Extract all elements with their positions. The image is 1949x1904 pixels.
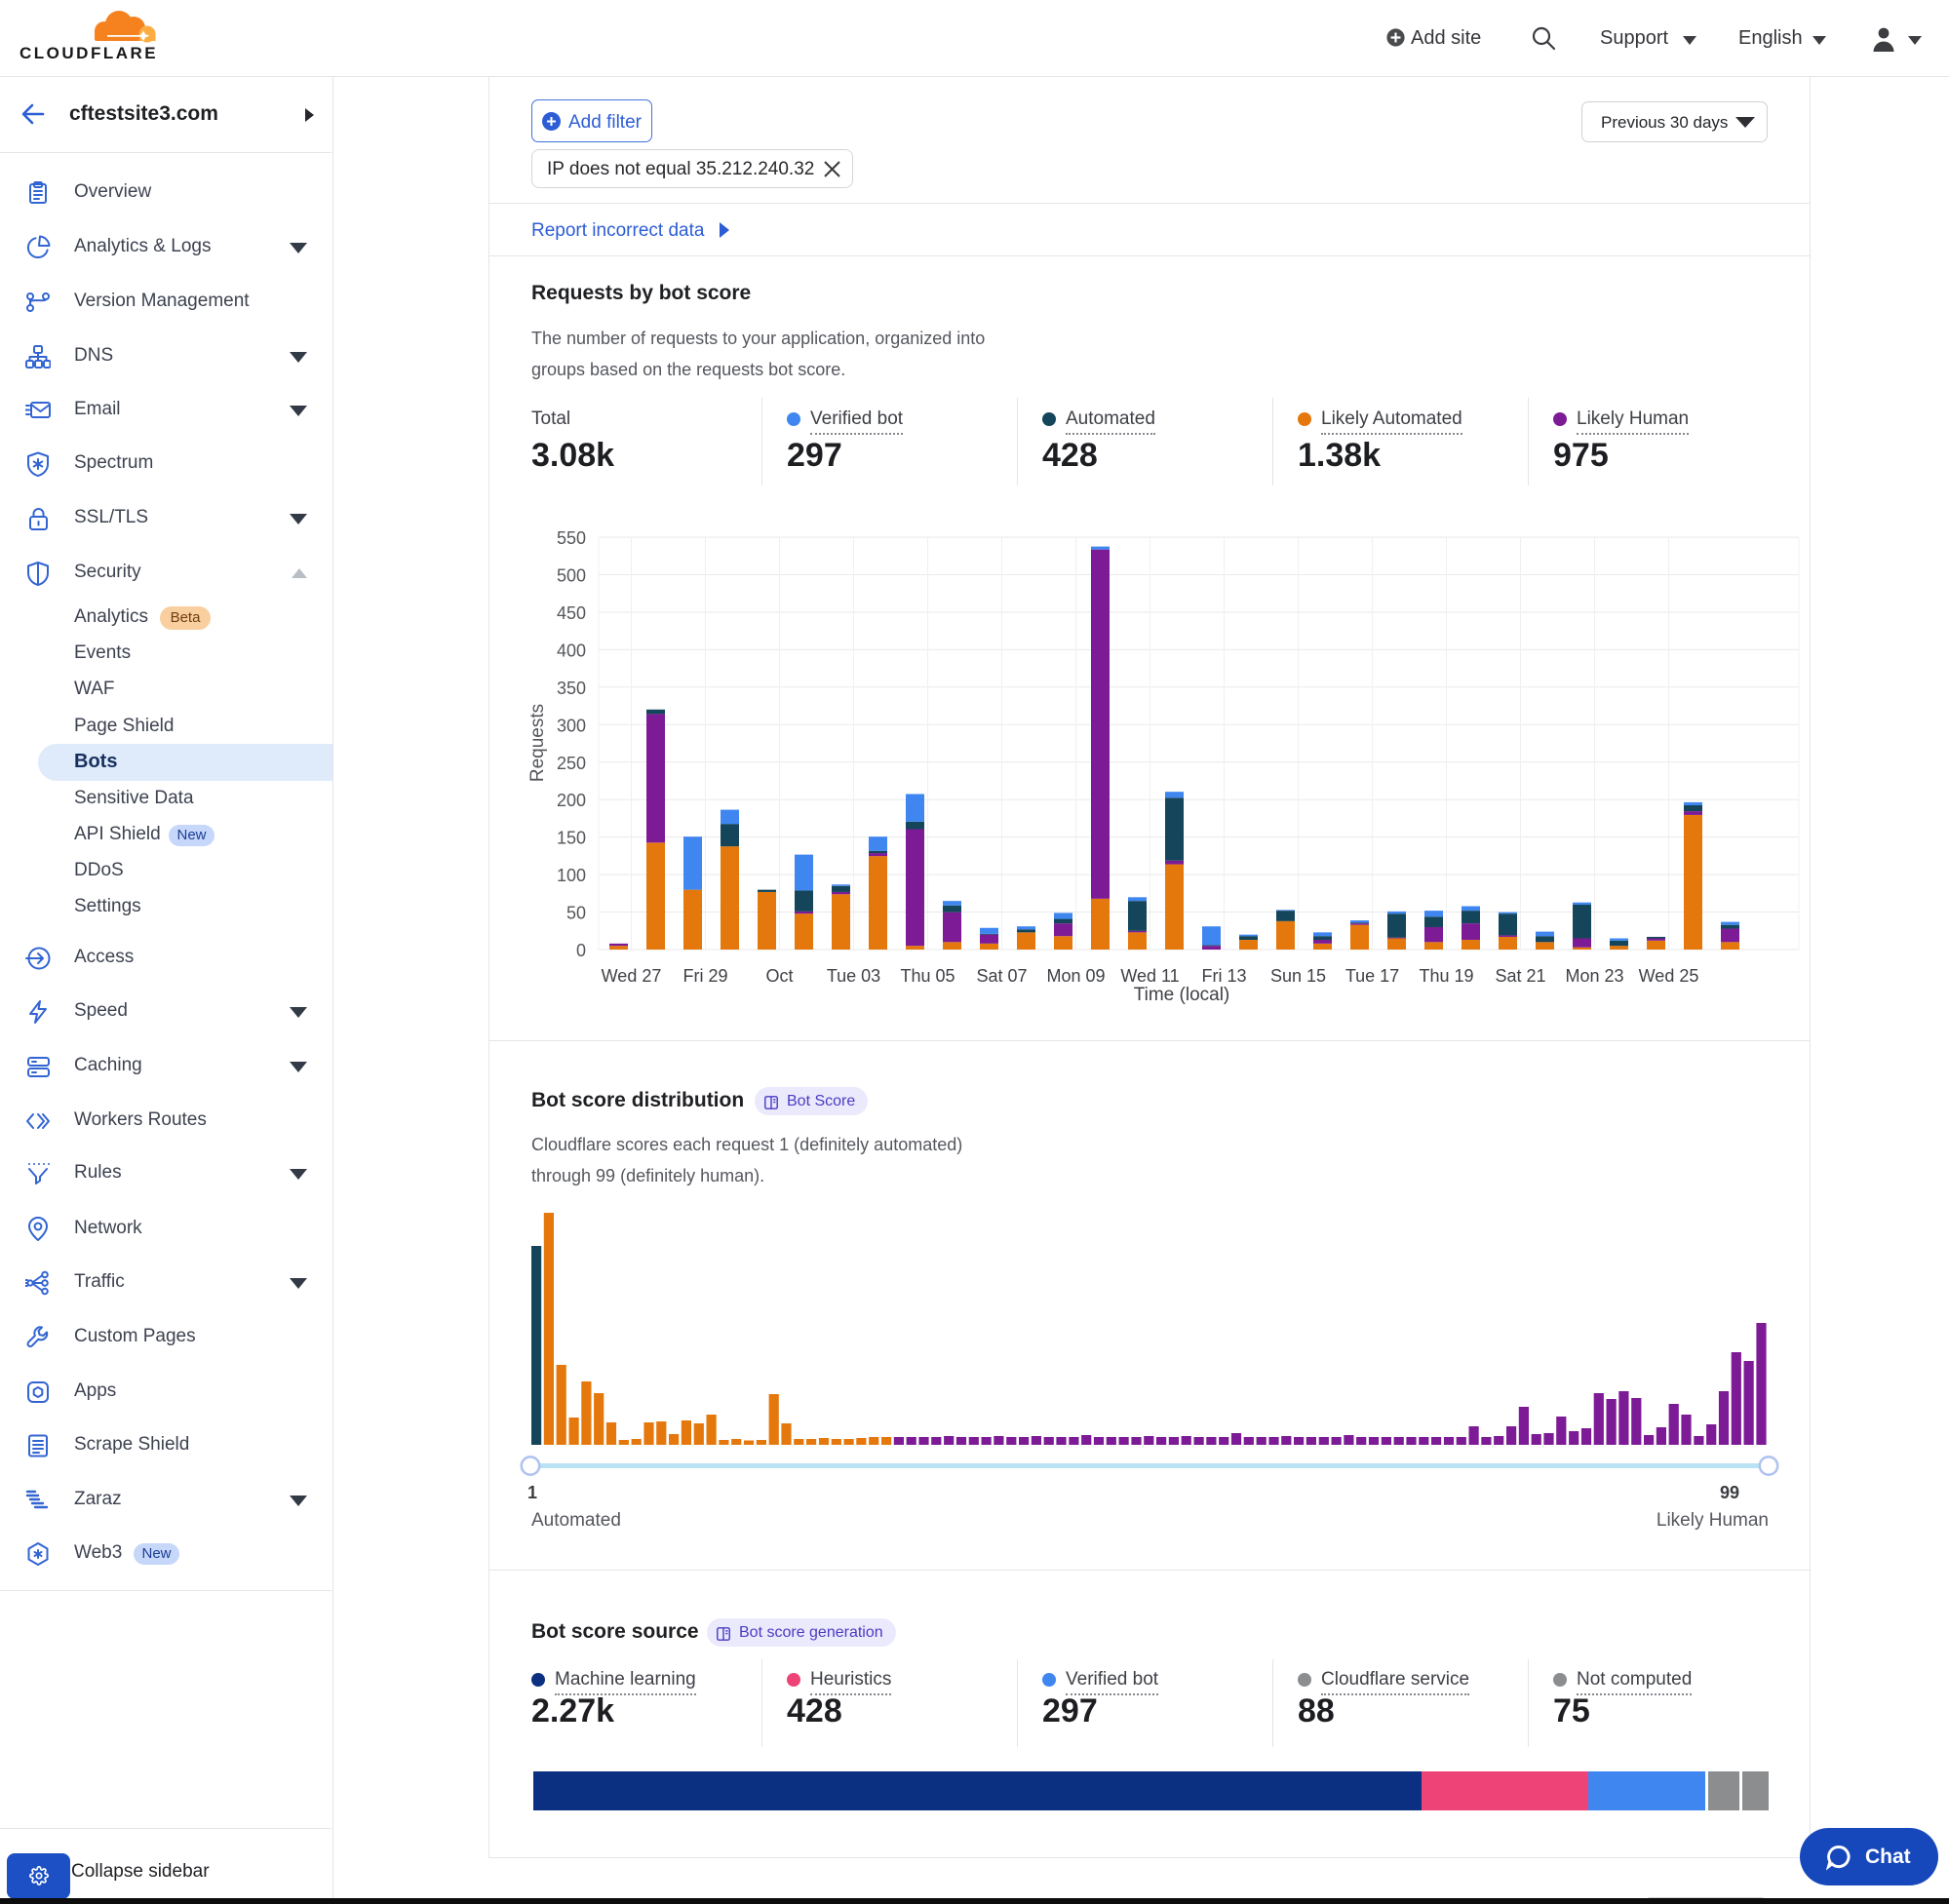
svg-text:Wed 25: Wed 25 bbox=[1639, 966, 1699, 986]
svg-text:Tue 17: Tue 17 bbox=[1345, 966, 1399, 986]
svg-text:200: 200 bbox=[557, 791, 586, 810]
svg-text:Wed 27: Wed 27 bbox=[602, 966, 662, 986]
svg-text:Mon 23: Mon 23 bbox=[1565, 966, 1623, 986]
svg-text:0: 0 bbox=[576, 941, 586, 960]
svg-text:150: 150 bbox=[557, 829, 586, 848]
svg-text:Requests: Requests bbox=[527, 704, 548, 782]
svg-text:Sun 15: Sun 15 bbox=[1270, 966, 1326, 986]
svg-text:500: 500 bbox=[557, 566, 586, 586]
svg-text:400: 400 bbox=[557, 641, 586, 660]
svg-text:Sat 21: Sat 21 bbox=[1495, 966, 1545, 986]
svg-text:350: 350 bbox=[557, 679, 586, 698]
svg-text:450: 450 bbox=[557, 603, 586, 623]
svg-text:Sat 07: Sat 07 bbox=[976, 966, 1027, 986]
svg-text:Tue 03: Tue 03 bbox=[827, 966, 880, 986]
svg-text:Mon 09: Mon 09 bbox=[1046, 966, 1105, 986]
svg-text:Thu 05: Thu 05 bbox=[900, 966, 955, 986]
svg-text:Thu 19: Thu 19 bbox=[1419, 966, 1473, 986]
svg-text:100: 100 bbox=[557, 866, 586, 885]
svg-text:Wed 11: Wed 11 bbox=[1120, 966, 1179, 986]
svg-text:Fri 13: Fri 13 bbox=[1201, 966, 1246, 986]
svg-text:50: 50 bbox=[566, 904, 586, 923]
svg-text:550: 550 bbox=[557, 528, 586, 548]
svg-text:250: 250 bbox=[557, 754, 586, 773]
svg-text:Oct: Oct bbox=[765, 966, 793, 986]
svg-text:300: 300 bbox=[557, 716, 586, 735]
svg-text:Time (local): Time (local) bbox=[1134, 985, 1230, 1005]
svg-text:Fri 29: Fri 29 bbox=[682, 966, 727, 986]
